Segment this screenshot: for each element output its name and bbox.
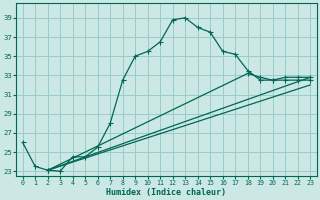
X-axis label: Humidex (Indice chaleur): Humidex (Indice chaleur): [107, 188, 227, 197]
